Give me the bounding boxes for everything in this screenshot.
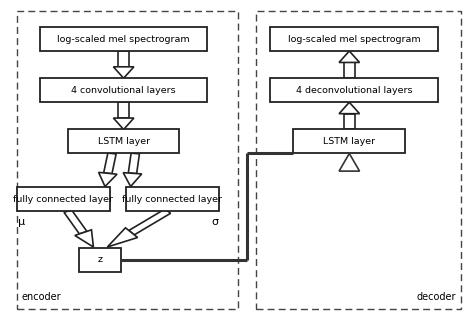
FancyBboxPatch shape xyxy=(80,248,121,272)
Polygon shape xyxy=(118,51,129,67)
Polygon shape xyxy=(344,62,355,78)
Polygon shape xyxy=(113,67,134,78)
FancyBboxPatch shape xyxy=(68,130,180,153)
Text: z: z xyxy=(98,255,103,265)
FancyBboxPatch shape xyxy=(40,78,208,102)
Text: log-scaled mel spectrogram: log-scaled mel spectrogram xyxy=(57,35,190,44)
FancyBboxPatch shape xyxy=(17,187,109,211)
Polygon shape xyxy=(118,102,129,118)
FancyBboxPatch shape xyxy=(293,130,405,153)
Text: LSTM layer: LSTM layer xyxy=(323,137,375,146)
Polygon shape xyxy=(107,228,137,247)
Polygon shape xyxy=(344,114,355,130)
FancyBboxPatch shape xyxy=(126,187,219,211)
Text: log-scaled mel spectrogram: log-scaled mel spectrogram xyxy=(288,35,420,44)
FancyBboxPatch shape xyxy=(40,27,208,51)
Text: σ: σ xyxy=(211,217,218,227)
Polygon shape xyxy=(113,118,134,130)
Text: μ: μ xyxy=(18,217,25,227)
Text: 4 deconvolutional layers: 4 deconvolutional layers xyxy=(296,86,412,95)
Text: encoder: encoder xyxy=(21,292,61,302)
Polygon shape xyxy=(339,153,360,171)
Polygon shape xyxy=(99,172,117,186)
Polygon shape xyxy=(128,153,139,173)
Text: fully connected layer: fully connected layer xyxy=(122,195,222,203)
FancyBboxPatch shape xyxy=(270,78,438,102)
Polygon shape xyxy=(64,210,87,234)
Text: 4 convolutional layers: 4 convolutional layers xyxy=(71,86,176,95)
Polygon shape xyxy=(75,230,93,247)
Polygon shape xyxy=(339,51,360,62)
FancyBboxPatch shape xyxy=(270,27,438,51)
Text: LSTM layer: LSTM layer xyxy=(98,137,150,146)
Text: decoder: decoder xyxy=(417,292,456,302)
Polygon shape xyxy=(123,173,142,186)
Polygon shape xyxy=(339,102,360,114)
Text: fully connected layer: fully connected layer xyxy=(13,195,113,203)
Polygon shape xyxy=(129,209,171,235)
Polygon shape xyxy=(104,153,116,174)
